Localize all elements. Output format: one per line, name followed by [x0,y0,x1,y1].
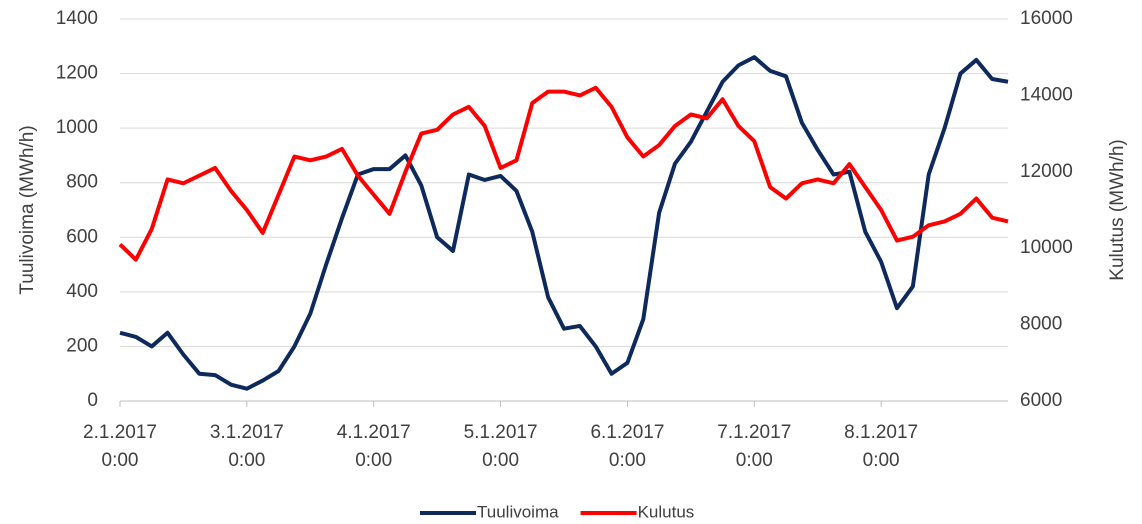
y-tick-label: 600 [66,226,98,247]
x-tick-label: 8.1.2017 0:00 [844,422,919,471]
x-tick-label: 4.1.2017 0:00 [336,422,411,471]
x-tick-label: 2.1.2017 0:00 [83,422,157,471]
y2-tick-label: 8000 [1020,314,1062,335]
line-series [118,85,1009,262]
y-tick-label: 400 [66,281,98,302]
y-tick-label: 1200 [56,63,98,84]
y2-tick-label: 10000 [1020,237,1073,258]
x-tick-label: 3.1.2017 0:00 [209,422,284,471]
x-tick-label: 7.1.2017 0:00 [717,422,792,471]
line-series [119,55,1009,391]
y2-tick-label: 14000 [1020,84,1073,105]
y2-axis-title: Kulutus (MWh/h) [1107,139,1128,280]
x-tick-label: 5.1.2017 0:00 [463,422,538,471]
y-tick-label: 800 [66,172,98,193]
y2-tick-label: 6000 [1020,390,1062,411]
x-tick-label: 6.1.2017 0:00 [590,422,665,471]
legend-label: Tuulivoima [477,502,559,521]
y-axis-title: Tuulivoima (MWh/h) [17,125,38,294]
y-tick-label: 1400 [56,8,98,29]
y2-tick-label: 12000 [1020,161,1073,182]
y-tick-label: 0 [87,390,98,411]
legend-label: Kulutus [638,502,695,521]
y2-tick-label: 16000 [1020,8,1073,29]
y-tick-label: 200 [66,335,98,356]
y-tick-label: 1000 [56,117,98,138]
